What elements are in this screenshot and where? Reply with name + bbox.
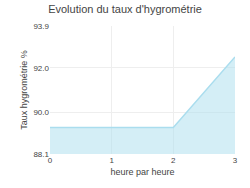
svg-text:92.0: 92.0	[33, 64, 49, 73]
svg-text:1: 1	[109, 156, 114, 165]
svg-text:88.1: 88.1	[33, 150, 49, 159]
svg-text:2: 2	[171, 156, 176, 165]
svg-text:Evolution du taux d'hygrométri: Evolution du taux d'hygrométrie	[48, 3, 202, 15]
svg-text:93.9: 93.9	[33, 22, 49, 31]
svg-text:heure par heure: heure par heure	[110, 167, 174, 177]
svg-text:3: 3	[233, 156, 238, 165]
svg-text:90.0: 90.0	[33, 108, 49, 117]
svg-text:0: 0	[48, 156, 53, 165]
svg-text:Taux hygrométrie %: Taux hygrométrie %	[19, 50, 29, 130]
